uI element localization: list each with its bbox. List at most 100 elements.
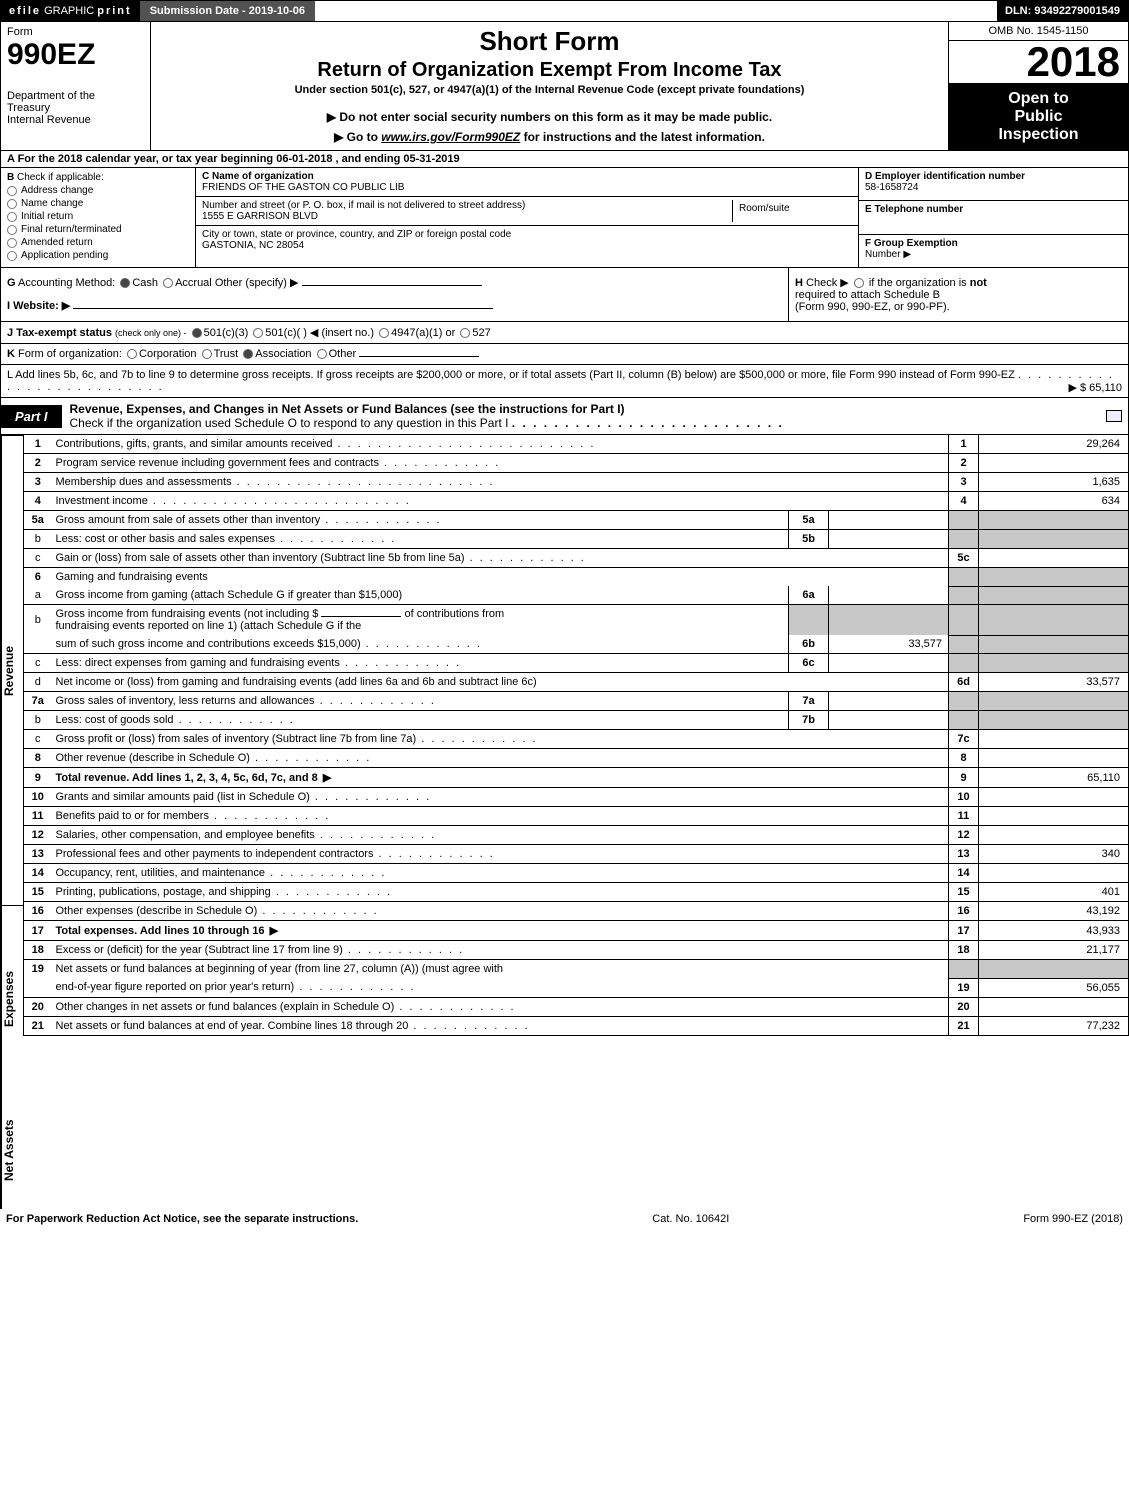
- radio-cash[interactable]: [120, 278, 130, 288]
- line-14: 14 Occupancy, rent, utilities, and maint…: [24, 864, 1129, 883]
- l6b-mbg: [789, 605, 829, 636]
- c-label: C: [202, 171, 209, 182]
- l14-a: [979, 864, 1129, 883]
- radio-501c3[interactable]: [192, 328, 202, 338]
- line-12: 12 Salaries, other compensation, and emp…: [24, 826, 1129, 845]
- l6a-mb: 6a: [789, 586, 829, 605]
- l9-a: 65,110: [979, 768, 1129, 788]
- line-20: 20 Other changes in net assets or fund b…: [24, 997, 1129, 1016]
- l7c-d: Gross profit or (loss) from sales of inv…: [56, 733, 417, 745]
- l2-a: [979, 454, 1129, 473]
- l7b-d: Less: cost of goods sold: [56, 714, 174, 726]
- l5b-rg: [949, 530, 979, 549]
- radio-assoc[interactable]: [243, 349, 253, 359]
- line-6d: d Net income or (loss) from gaming and f…: [24, 673, 1129, 692]
- l7a-dots: [315, 695, 436, 707]
- radio-other-org[interactable]: [317, 349, 327, 359]
- l7a-rg: [949, 692, 979, 711]
- k-row: K Form of organization: Corporation Trus…: [0, 344, 1129, 365]
- l16-a: 43,192: [979, 902, 1129, 921]
- irs-link[interactable]: www.irs.gov/Form990EZ: [381, 130, 520, 144]
- l7c-dots: [416, 733, 537, 745]
- l8-d: Other revenue (describe in Schedule O): [56, 752, 250, 764]
- l10-d: Grants and similar amounts paid (list in…: [56, 791, 310, 803]
- l1-n: 1: [24, 435, 52, 454]
- l5b-mv: [829, 530, 949, 549]
- radio-accrual[interactable]: [163, 278, 173, 288]
- radio-501c[interactable]: [253, 328, 263, 338]
- line-7a: 7a Gross sales of inventory, less return…: [24, 692, 1129, 711]
- l16-dots: [257, 905, 378, 917]
- f-lbl: F Group Exemption: [865, 238, 958, 249]
- lbl-address-change: Address change: [21, 185, 93, 196]
- j-lbl: J Tax-exempt status: [7, 327, 112, 339]
- radio-4947[interactable]: [379, 328, 389, 338]
- j-o1: 501(c)(3): [204, 327, 249, 339]
- l5a-rg: [949, 511, 979, 530]
- radio-trust[interactable]: [202, 349, 212, 359]
- line-7c: c Gross profit or (loss) from sales of i…: [24, 730, 1129, 749]
- radio-corp[interactable]: [127, 349, 137, 359]
- l14-dots: [265, 867, 386, 879]
- line-7b: b Less: cost of goods sold 7b: [24, 711, 1129, 730]
- l6-rg: [949, 568, 979, 587]
- check-final-return[interactable]: [7, 225, 17, 235]
- part1-checkbox[interactable]: [1106, 410, 1122, 422]
- l7a-mb: 7a: [789, 692, 829, 711]
- form-word: Form: [7, 26, 144, 38]
- org-name-cell: C Name of organization FRIENDS OF THE GA…: [196, 168, 858, 197]
- lbl-final-return: Final return/terminated: [21, 224, 122, 235]
- check-amended-return[interactable]: [7, 238, 17, 248]
- header-left: Form 990EZ Department of the Treasury In…: [1, 22, 151, 150]
- street-value: 1555 E GARRISON BLVD: [202, 211, 318, 222]
- form-header: Form 990EZ Department of the Treasury In…: [0, 22, 1129, 151]
- l5a-d: Gross amount from sale of assets other t…: [56, 514, 321, 526]
- l12-dots: [315, 829, 436, 841]
- l6c-mv: [829, 654, 949, 673]
- l15-d: Printing, publications, postage, and shi…: [56, 886, 271, 898]
- check-h[interactable]: [854, 278, 864, 288]
- other-specify-field[interactable]: [302, 285, 482, 286]
- l5a-mb: 5a: [789, 511, 829, 530]
- j-sub: (check only one) -: [115, 328, 187, 338]
- website-field[interactable]: [73, 308, 493, 309]
- l6b-blank[interactable]: [321, 616, 401, 617]
- line-19-1: 19 Net assets or fund balances at beginn…: [24, 960, 1129, 979]
- l6a-ag: [979, 586, 1129, 605]
- l5a-dots: [320, 514, 441, 526]
- l6d-r: 6d: [949, 673, 979, 692]
- radio-527[interactable]: [460, 328, 470, 338]
- h-txt4: (Form 990, 990-EZ, or 990-PF).: [795, 301, 950, 313]
- open-line-3: Inspection: [953, 126, 1124, 144]
- dept-line-3: Internal Revenue: [7, 114, 144, 126]
- check-name-change[interactable]: [7, 199, 17, 209]
- k-o3: Association: [255, 348, 311, 360]
- ein-value: 58-1658724: [865, 182, 918, 193]
- l8-r: 8: [949, 749, 979, 768]
- l18-n: 18: [24, 941, 52, 960]
- check-application-pending[interactable]: [7, 251, 17, 261]
- h-right: H Check ▶ if the organization is not req…: [788, 268, 1128, 321]
- l6c-n: c: [24, 654, 52, 673]
- efile-button[interactable]: efile GRAPHIC print: [1, 1, 140, 21]
- lbl-name-change: Name change: [21, 198, 83, 209]
- l7b-ag: [979, 711, 1129, 730]
- l14-r: 14: [949, 864, 979, 883]
- l11-a: [979, 807, 1129, 826]
- l16-d: Other expenses (describe in Schedule O): [56, 905, 258, 917]
- l8-dots: [250, 752, 371, 764]
- l3-r: 3: [949, 473, 979, 492]
- dln-label: DLN: 93492279001549: [997, 1, 1128, 21]
- check-address-change[interactable]: [7, 186, 17, 196]
- l5a-mv: [829, 511, 949, 530]
- l19-ns: [24, 978, 52, 997]
- line-2: 2 Program service revenue including gove…: [24, 454, 1129, 473]
- check-initial-return[interactable]: [7, 212, 17, 222]
- k-other-field[interactable]: [359, 356, 479, 357]
- line-4: 4 Investment income 4 634: [24, 492, 1129, 511]
- form-number: 990EZ: [7, 38, 144, 72]
- telephone-cell: E Telephone number: [859, 201, 1128, 234]
- j-o4: 4947(a)(1) or: [391, 327, 455, 339]
- part1-dots: [512, 416, 784, 430]
- l16-r: 16: [949, 902, 979, 921]
